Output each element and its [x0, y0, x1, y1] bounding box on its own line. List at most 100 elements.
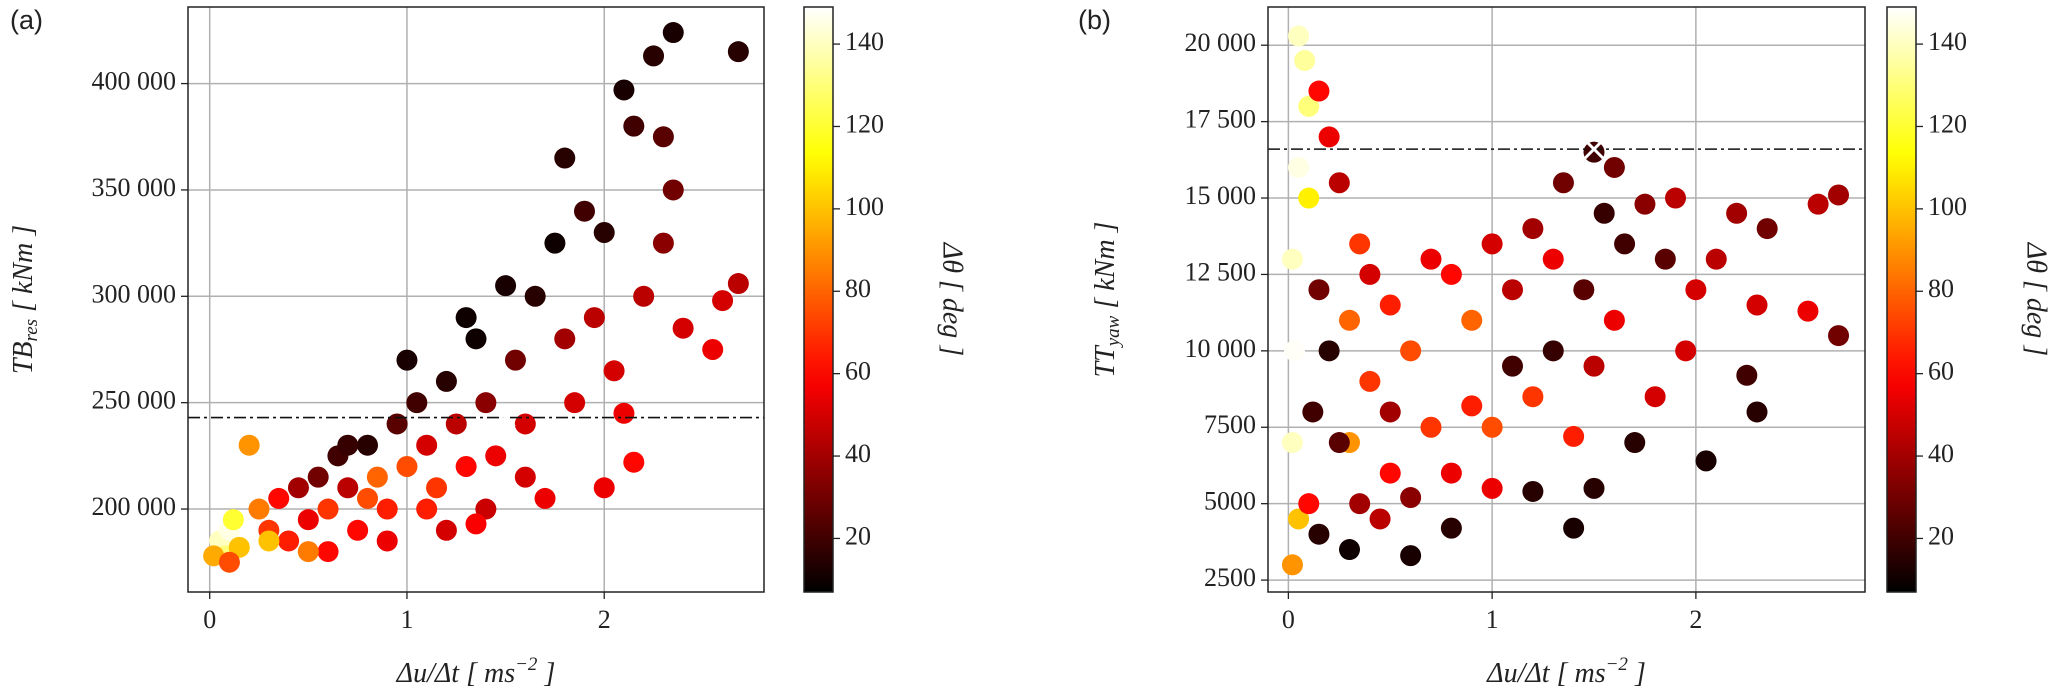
point — [1328, 432, 1350, 454]
y-tick-label: 400 000 — [92, 67, 177, 96]
point — [228, 536, 250, 558]
point — [564, 392, 586, 414]
point — [416, 434, 438, 456]
point — [1420, 416, 1442, 438]
x-tick-label: 0 — [203, 605, 216, 634]
point — [1281, 554, 1303, 576]
point — [465, 513, 487, 535]
point — [1440, 462, 1462, 484]
point — [1675, 340, 1697, 362]
y-tick-label: 5000 — [1204, 487, 1256, 516]
point — [1502, 279, 1524, 301]
x-tick-label: 1 — [1486, 605, 1499, 634]
point — [1281, 432, 1303, 454]
point — [376, 498, 398, 520]
point — [386, 413, 408, 435]
point — [1359, 263, 1381, 285]
x-label-sup: −2 — [515, 654, 538, 675]
point — [1522, 386, 1544, 408]
point — [238, 434, 260, 456]
y-tick-label: 250 000 — [92, 386, 177, 415]
point — [1440, 263, 1462, 285]
y-tick-label: 15 000 — [1185, 181, 1257, 210]
point — [376, 530, 398, 552]
point — [248, 498, 270, 520]
point — [1461, 395, 1483, 417]
point — [317, 541, 339, 563]
point — [475, 392, 497, 414]
point — [623, 451, 645, 473]
colorbar-tick-label: 120 — [845, 109, 884, 138]
y-axis-label: TBres [ kNm ] — [8, 225, 42, 374]
point — [1481, 416, 1503, 438]
point — [1563, 517, 1585, 539]
point — [1828, 325, 1850, 347]
y-label-sub: yaw — [1103, 315, 1124, 348]
colorbar-label: Δθ [ deg ] — [2021, 242, 2052, 356]
point — [1379, 462, 1401, 484]
point — [218, 551, 240, 573]
point — [426, 477, 448, 499]
point — [1593, 202, 1615, 224]
colorbar-tick-label: 60 — [845, 357, 871, 386]
point — [534, 487, 556, 509]
point — [623, 115, 645, 137]
point — [1461, 309, 1483, 331]
point — [633, 285, 655, 307]
colorbar-tick-label: 60 — [1928, 357, 1954, 386]
point — [347, 519, 369, 541]
point — [495, 275, 517, 297]
point — [1583, 355, 1605, 377]
point — [1339, 309, 1361, 331]
point — [1379, 401, 1401, 423]
point — [652, 232, 674, 254]
point — [583, 307, 605, 329]
point — [514, 466, 536, 488]
point — [1349, 493, 1371, 515]
point — [337, 477, 359, 499]
point — [1308, 279, 1330, 301]
point — [1298, 493, 1320, 515]
point — [1756, 218, 1778, 240]
point — [1318, 126, 1340, 148]
x-label-end: ] — [537, 658, 555, 689]
point — [465, 328, 487, 350]
point — [603, 360, 625, 382]
point — [514, 413, 536, 435]
point — [475, 498, 497, 520]
point — [1281, 248, 1303, 270]
point — [268, 487, 290, 509]
point — [455, 307, 477, 329]
x-tick-label: 2 — [1689, 605, 1702, 634]
point — [1440, 517, 1462, 539]
point — [1654, 248, 1676, 270]
point — [1302, 401, 1324, 423]
point — [727, 41, 749, 63]
point — [1294, 49, 1316, 71]
point — [1614, 233, 1636, 255]
point — [1283, 340, 1305, 362]
point — [1542, 248, 1564, 270]
point — [1603, 156, 1625, 178]
point — [613, 402, 635, 424]
colorbar-tick-label: 80 — [845, 274, 871, 303]
point — [1339, 539, 1361, 561]
point — [396, 349, 418, 371]
point — [337, 434, 359, 456]
point — [1726, 202, 1748, 224]
point — [357, 487, 379, 509]
x-label-end: ] — [1628, 658, 1646, 689]
point — [524, 285, 546, 307]
point — [1583, 477, 1605, 499]
y-label-sub: res — [21, 319, 42, 342]
point — [1573, 279, 1595, 301]
point — [702, 338, 724, 360]
point — [1807, 193, 1829, 215]
point — [1308, 80, 1330, 102]
point — [1644, 386, 1666, 408]
point — [1746, 401, 1768, 423]
point — [1522, 480, 1544, 502]
x-tick-label: 2 — [598, 605, 611, 634]
point — [297, 509, 319, 531]
